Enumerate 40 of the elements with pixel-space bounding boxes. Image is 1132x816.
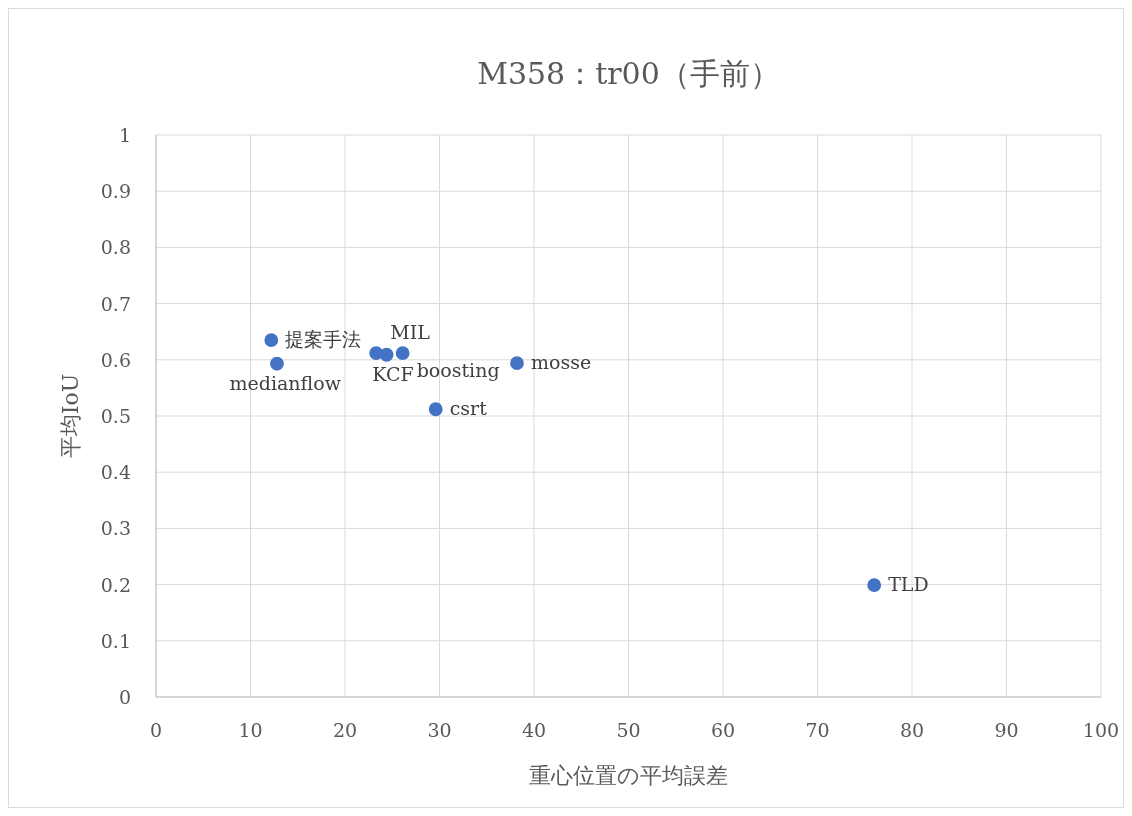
- y-axis-title: 平均IoU: [58, 373, 83, 459]
- y-tick-label: 0.9: [100, 180, 131, 203]
- y-tick-label: 1: [118, 124, 131, 146]
- series-label: mosse: [530, 351, 592, 374]
- x-tick-label: 50: [616, 719, 641, 741]
- point: [264, 333, 279, 348]
- chart-title: M358：tr00（手前）: [477, 56, 780, 91]
- point: [270, 356, 284, 371]
- x-tick-label: 0: [149, 719, 163, 741]
- y-tick-label: 0.3: [100, 517, 131, 540]
- point: [510, 356, 524, 371]
- series-label: boosting: [416, 359, 500, 382]
- x-axis-title: 重心位置の平均誤差: [529, 763, 728, 788]
- y-tick-label: 0.7: [100, 292, 131, 315]
- point: [379, 347, 394, 362]
- x-tick-label: 40: [521, 719, 547, 741]
- point: [395, 346, 410, 360]
- x-tick-label: 60: [710, 719, 736, 741]
- x-tick-label: 10: [238, 719, 263, 741]
- series-label: MIL: [390, 321, 431, 344]
- x-tick-label: 70: [805, 719, 830, 741]
- series-label: medianflow: [229, 371, 342, 394]
- x-tick-label: 20: [332, 719, 358, 741]
- y-tick-label: 0.8: [100, 236, 131, 259]
- series-label: 提案手法: [285, 328, 362, 351]
- series-label: TLD: [888, 573, 929, 596]
- y-tick-label: 0.2: [100, 573, 131, 596]
- point: [428, 402, 443, 417]
- point: [867, 578, 882, 593]
- y-tick-label: 0.6: [100, 348, 131, 371]
- x-tick-label: 30: [427, 719, 452, 741]
- y-tick-label: 0.5: [100, 405, 131, 427]
- x-tick-label: 100: [1082, 719, 1120, 741]
- x-tick-label: 90: [994, 719, 1019, 741]
- x-tick-label: 80: [899, 719, 925, 741]
- series-label: KCF: [372, 362, 414, 385]
- y-tick-label: 0: [118, 686, 131, 708]
- y-tick-label: 0.1: [100, 629, 131, 652]
- y-tick-label: 0.4: [100, 461, 131, 484]
- series-label: csrt: [449, 397, 488, 420]
